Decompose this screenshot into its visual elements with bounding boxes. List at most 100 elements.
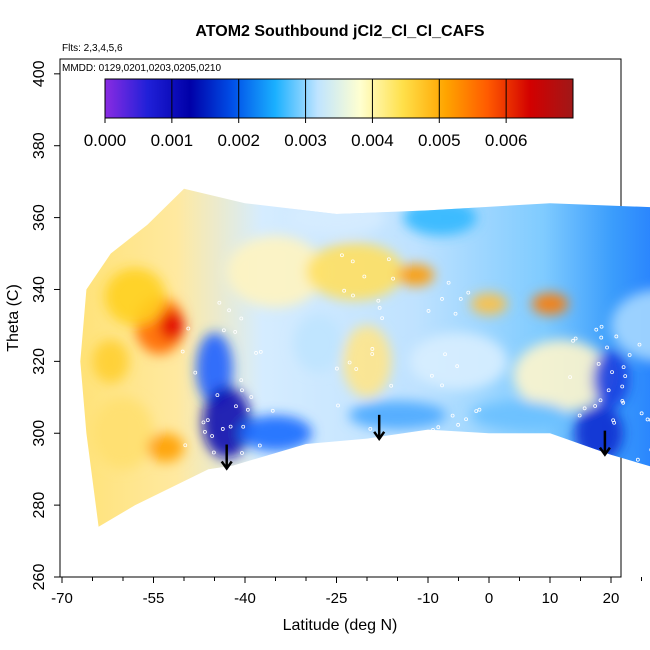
- x-tick-label-1: -55: [143, 590, 165, 607]
- observation-point: [241, 424, 246, 429]
- colorbar: 0.000 0.001 0.002 0.003 0.004 0.005 0.006: [84, 78, 574, 150]
- observation-point: [254, 351, 258, 355]
- observation-point: [370, 347, 375, 351]
- heatmap-blob: [348, 400, 447, 430]
- observation-point: [186, 326, 191, 331]
- colorbar-tick-label-4: 0.004: [351, 131, 394, 150]
- heatmap-blob: [92, 397, 154, 470]
- heatmap-blob: [159, 311, 184, 340]
- y-tick-label-2: 300: [31, 420, 48, 447]
- observation-point: [639, 411, 644, 416]
- heatmap-blob: [92, 339, 130, 383]
- observation-point: [577, 413, 582, 418]
- heatmap-blob: [470, 400, 569, 430]
- observation-point: [347, 360, 352, 365]
- observation-point: [389, 383, 394, 388]
- y-tick-label-4: 340: [31, 276, 48, 303]
- heatmap-blob: [306, 242, 404, 301]
- heatmap-blobs: [92, 199, 650, 470]
- observation-point: [621, 400, 626, 405]
- observation-point: [598, 398, 603, 403]
- observation-point: [571, 444, 576, 448]
- observation-point: [240, 451, 244, 455]
- heatmap-blob: [342, 325, 392, 398]
- heatmap-blob: [403, 199, 477, 236]
- observation-point: [443, 352, 447, 357]
- heatmap-blob: [574, 404, 624, 462]
- heatmap-blob: [196, 332, 233, 405]
- observation-point: [216, 505, 221, 509]
- observation-point: [206, 488, 211, 493]
- observation-point: [220, 427, 225, 431]
- observation-point: [249, 395, 254, 399]
- observation-point: [436, 431, 440, 435]
- observation-point: [240, 388, 244, 393]
- observation-point: [221, 328, 226, 333]
- arrow-markers: [220, 414, 611, 471]
- observation-point: [228, 424, 233, 429]
- observation-point: [596, 361, 601, 366]
- observation-point: [377, 305, 382, 310]
- observation-point: [450, 413, 455, 418]
- observation-point: [593, 404, 598, 408]
- observation-point: [216, 522, 220, 527]
- x-axis-label: Latitude (deg N): [283, 617, 398, 634]
- observation-point: [453, 311, 458, 316]
- observation-point: [203, 489, 207, 493]
- observation-point: [336, 403, 340, 408]
- observation-point: [391, 276, 395, 281]
- observation-point: [335, 366, 339, 371]
- dates-label: MMDD: 0129,0201,0203,0205,0210: [62, 63, 221, 74]
- observation-point: [205, 418, 210, 423]
- observation-point: [614, 334, 619, 339]
- flights-label: Flts: 2,3,4,5,6: [62, 43, 123, 54]
- observation-point: [370, 352, 375, 356]
- x-axis: -70-55-40-25-1001020304050607080: [51, 577, 642, 607]
- heatmap-blob: [531, 293, 569, 315]
- observation-point: [440, 297, 444, 301]
- observation-point: [342, 288, 347, 293]
- x-tick-label-3: -25: [326, 590, 348, 607]
- colorbar-bar: [104, 78, 574, 119]
- chart-title: ATOM2 Southbound jCl2_Cl_Cl_CAFS: [195, 23, 485, 40]
- observation-point: [180, 349, 185, 354]
- x-tick-label-6: 10: [542, 590, 559, 607]
- y-tick-label-1: 280: [31, 492, 48, 519]
- x-tick-label-4: -10: [417, 590, 439, 607]
- observation-point: [215, 393, 220, 397]
- y-tick-label-7: 400: [31, 60, 48, 87]
- observation-point: [458, 296, 463, 301]
- heatmap-blob: [104, 267, 166, 326]
- arrow-head-0: [220, 460, 233, 471]
- heatmap-blob: [513, 339, 611, 412]
- observation-point: [645, 417, 650, 422]
- heatmap-blob: [287, 199, 386, 236]
- colorbar-tick-label-6: 0.006: [485, 131, 528, 150]
- observation-point: [620, 384, 625, 389]
- observation-point: [203, 429, 207, 434]
- x-tick-label-5: 0: [485, 590, 493, 607]
- observation-point: [637, 342, 642, 347]
- observation-point: [573, 336, 578, 341]
- heatmap-blob: [397, 264, 435, 286]
- observation-point: [635, 457, 640, 462]
- observation-point: [599, 335, 604, 340]
- x-tick-label-7: 20: [603, 590, 620, 607]
- observation-point: [183, 486, 187, 491]
- observation-point: [474, 409, 479, 414]
- observation-point: [376, 298, 381, 303]
- observation-point: [380, 316, 384, 321]
- observation-point: [477, 407, 482, 412]
- observation-point: [340, 253, 344, 258]
- arrow-head-2: [598, 446, 611, 457]
- observation-point: [233, 330, 238, 334]
- observation-point: [186, 528, 191, 533]
- observation-point: [623, 374, 628, 379]
- observation-point: [455, 364, 460, 369]
- colorbar-tick-label-2: 0.002: [217, 131, 260, 150]
- observation-point: [606, 388, 611, 393]
- y-tick-label-5: 360: [31, 204, 48, 231]
- observation-point: [239, 316, 244, 321]
- x-tick-label-0: -70: [51, 590, 73, 607]
